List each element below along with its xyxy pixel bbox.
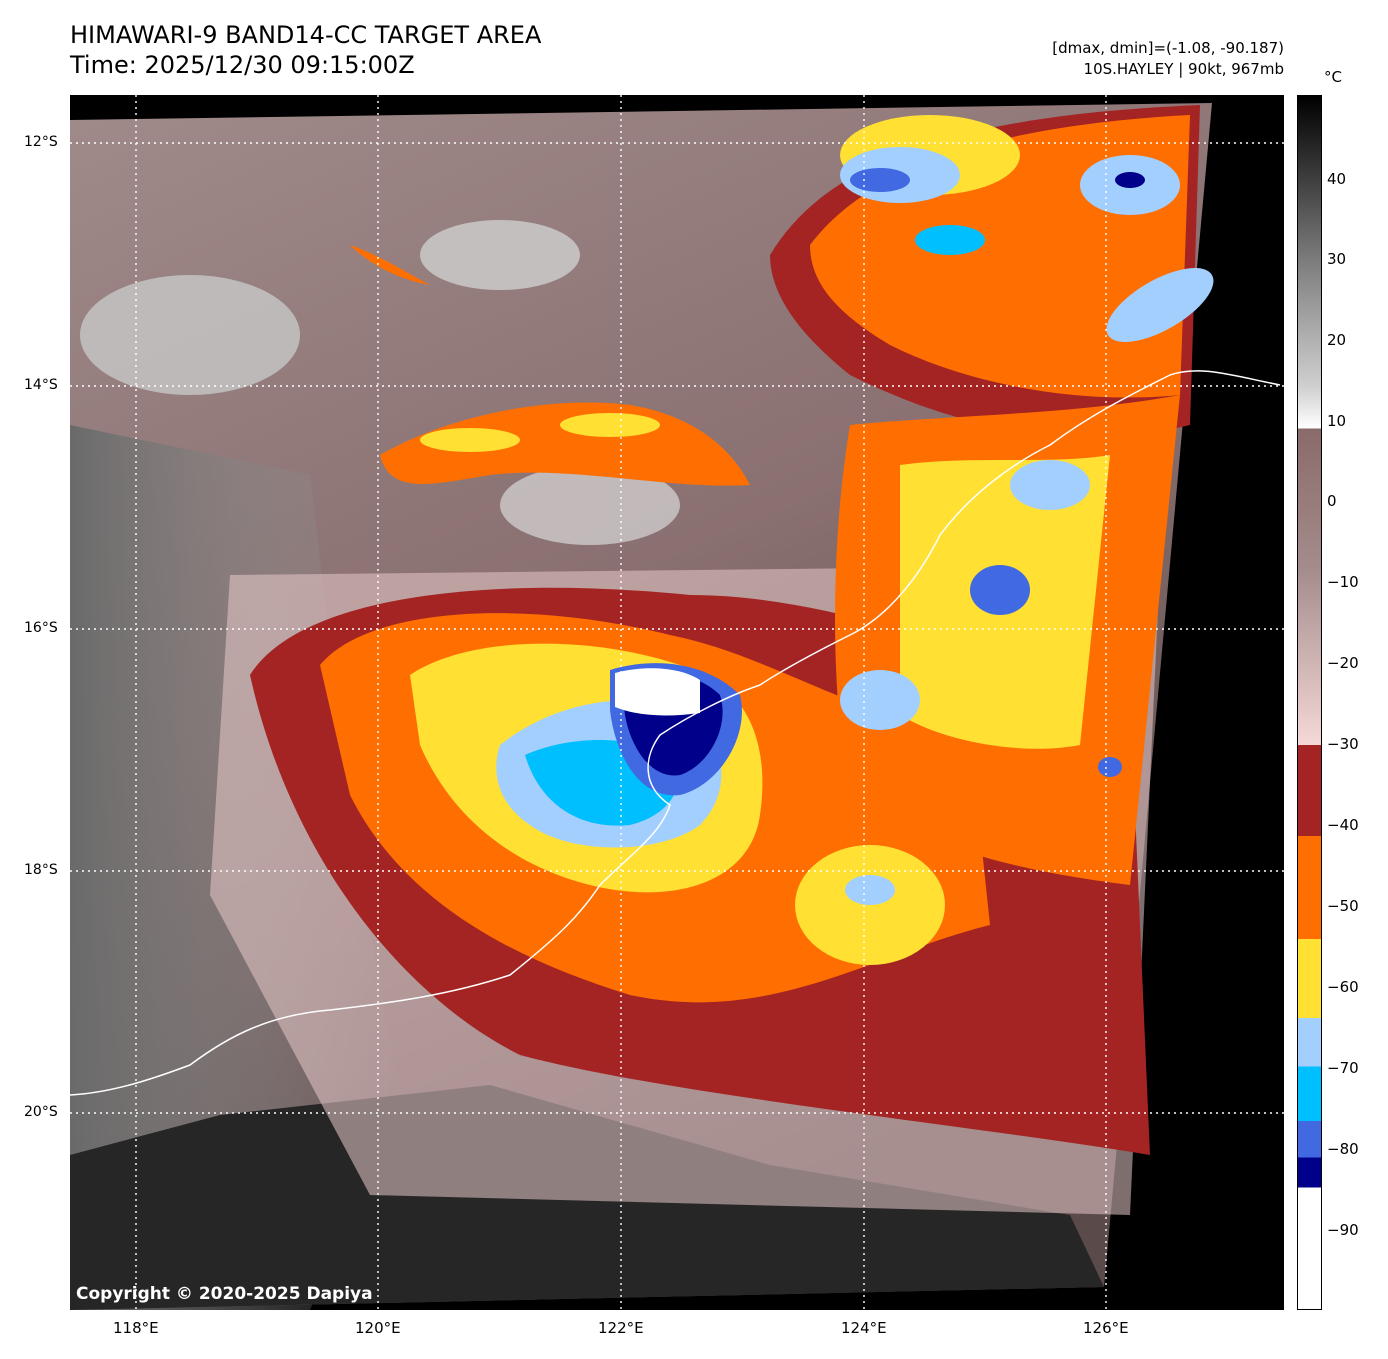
colorbar	[1297, 95, 1322, 1310]
title-line-2: Time: 2025/12/30 09:15:00Z	[70, 51, 415, 79]
satellite-image: Copyright © 2020-2025 Dapiya	[70, 95, 1284, 1310]
storm-name-label: 10S.HAYLEY | 90kt, 967mb	[1083, 60, 1284, 78]
coastline	[70, 370, 1281, 1096]
colorbar-tick: −20	[1327, 654, 1359, 672]
colorbar-tick: −30	[1327, 735, 1359, 753]
graticule	[70, 95, 1284, 1310]
lon-label: 118°E	[113, 1319, 159, 1337]
colorbar-tick: −90	[1327, 1221, 1359, 1239]
lat-label: 18°S	[24, 862, 58, 878]
colorbar-tick: 40	[1327, 170, 1347, 188]
lon-label: 122°E	[598, 1319, 644, 1337]
colorbar-tick: −80	[1327, 1140, 1359, 1158]
colorbar-tick: 30	[1327, 250, 1347, 268]
lat-label: 16°S	[24, 620, 58, 636]
colorbar-unit: °C	[1324, 68, 1342, 86]
lat-label: 20°S	[24, 1104, 58, 1120]
storm-info: [dmax, dmin]=(-1.08, -90.187) 10S.HAYLEY…	[1052, 38, 1284, 80]
copyright-label: Copyright © 2020-2025 Dapiya	[76, 1284, 373, 1304]
title-line-1: HIMAWARI-9 BAND14-CC TARGET AREA	[70, 21, 542, 49]
lat-label: 12°S	[24, 134, 58, 150]
colorbar-tick: −60	[1327, 978, 1359, 996]
colorbar-tick: −40	[1327, 816, 1359, 834]
dmax-dmin-label: [dmax, dmin]=(-1.08, -90.187)	[1052, 39, 1284, 57]
lat-label: 14°S	[24, 377, 58, 393]
image-title: HIMAWARI-9 BAND14-CC TARGET AREA Time: 2…	[70, 20, 541, 80]
colorbar-tick: 20	[1327, 331, 1347, 349]
colorbar-tick: −50	[1327, 897, 1359, 915]
lon-label: 126°E	[1083, 1319, 1129, 1337]
colorbar-tick: −10	[1327, 573, 1359, 591]
colorbar-tick: 10	[1327, 412, 1347, 430]
colorbar-tick: 0	[1327, 492, 1337, 510]
lon-label: 124°E	[841, 1319, 887, 1337]
satellite-imagery-svg	[70, 95, 1284, 1310]
colorbar-tick: −70	[1327, 1059, 1359, 1077]
storm-eye-white	[615, 668, 700, 716]
lon-label: 120°E	[355, 1319, 401, 1337]
